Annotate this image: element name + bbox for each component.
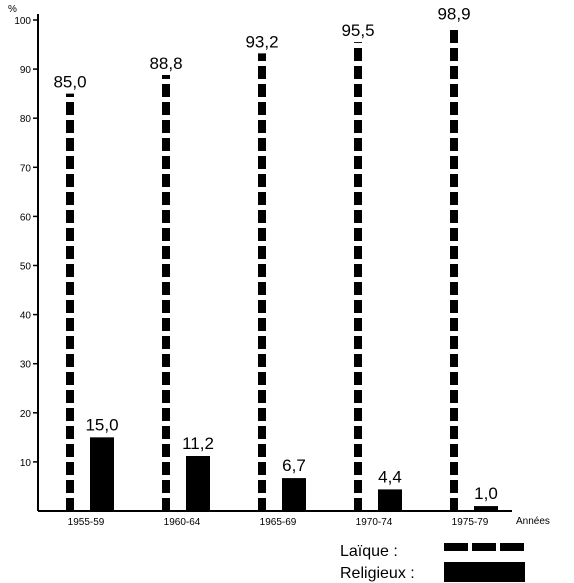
x-axis-label: Années	[516, 516, 550, 527]
value-label-laique-3: 95,5	[341, 21, 374, 40]
value-label-religieux-0: 15,0	[85, 415, 118, 434]
y-tick-label-100: 100	[14, 16, 31, 27]
value-label-laique-1: 88,8	[149, 54, 182, 73]
y-tick-label-80: 80	[20, 114, 32, 125]
legend-dash-0	[444, 543, 468, 551]
value-label-laique-2: 93,2	[245, 32, 278, 51]
legend-swatch-religieux	[444, 562, 525, 582]
x-tick-label-3: 1970-74	[356, 517, 393, 528]
bar-religieux-3	[378, 489, 402, 511]
value-label-religieux-2: 6,7	[282, 456, 306, 475]
legend: Laïque : Religieux :	[340, 543, 525, 582]
x-ticks: 1955-59 1960-64 1965-69 1970-74 1975-79	[68, 517, 489, 528]
legend-swatch-laique	[444, 543, 524, 551]
value-label-religieux-4: 1,0	[474, 484, 498, 503]
y-tick-label-60: 60	[20, 212, 32, 223]
y-tick-label-10: 10	[20, 458, 32, 469]
legend-label-laique: Laïque :	[340, 543, 398, 560]
y-tick-label-50: 50	[20, 262, 32, 273]
axes: % Années	[8, 4, 550, 527]
legend-dash-1	[472, 543, 496, 551]
bars: 85,0 15,0 88,8 11,2 93,2 6,7 95,5 4,4 98,9 1,0	[53, 4, 498, 511]
y-tick-label-30: 30	[20, 360, 32, 371]
legend-label-religieux: Religieux :	[340, 565, 415, 582]
value-label-religieux-3: 4,4	[378, 467, 402, 486]
y-tick-label-40: 40	[20, 311, 32, 322]
x-tick-label-4: 1975-79	[452, 517, 489, 528]
bar-religieux-1	[186, 456, 210, 511]
bar-religieux-0	[90, 437, 114, 511]
y-ticks: 10 20 30 40 50 60 70 80 90 100	[14, 16, 38, 469]
legend-dash-2	[500, 543, 524, 551]
y-tick-label-70: 70	[20, 163, 32, 174]
y-axis-label: %	[8, 4, 17, 15]
x-tick-label-2: 1965-69	[260, 517, 297, 528]
value-label-religieux-1: 11,2	[182, 434, 214, 453]
bar-religieux-4	[474, 506, 498, 511]
value-label-laique-4: 98,9	[437, 4, 470, 23]
x-tick-label-1: 1960-64	[164, 517, 201, 528]
y-tick-label-20: 20	[20, 409, 32, 420]
x-tick-label-0: 1955-59	[68, 517, 105, 528]
y-tick-label-90: 90	[20, 65, 32, 76]
bar-religieux-2	[282, 478, 306, 511]
value-label-laique-0: 85,0	[53, 73, 86, 92]
